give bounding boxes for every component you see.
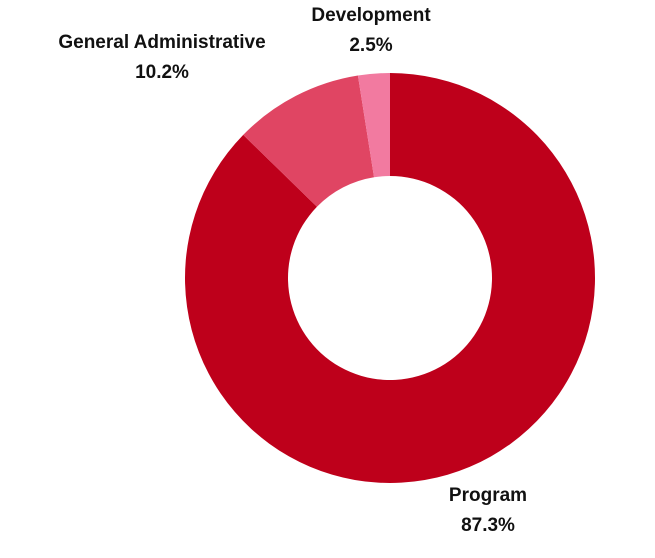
slice-label-development-value: 2.5%: [349, 35, 392, 56]
chart-slices: [185, 73, 596, 483]
slice-development: [357, 73, 390, 178]
slice-general-administrative: [243, 75, 375, 207]
slice-label-development-name: Development: [311, 5, 431, 26]
slice-label-program-name: Program: [449, 485, 527, 506]
slice-label-general-administrative: General Administrative 10.2%: [58, 32, 265, 83]
slice-program: [185, 73, 596, 483]
slice-label-general-administrative-name: General Administrative: [58, 32, 265, 53]
slice-label-program-value: 87.3%: [461, 515, 515, 536]
slice-label-general-administrative-value: 10.2%: [135, 62, 189, 83]
slice-label-program: Program 87.3%: [449, 485, 527, 536]
slice-label-development: Development 2.5%: [311, 5, 431, 56]
